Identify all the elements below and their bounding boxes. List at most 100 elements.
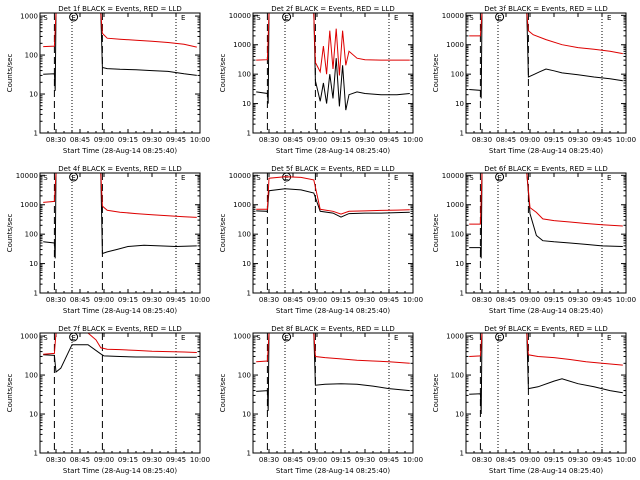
event-marker: E — [71, 174, 75, 182]
y-tick-label: 10 — [242, 260, 251, 268]
x-tick-label: 09:45 — [166, 456, 186, 464]
detector-panel: Det 5f BLACK = Events, RED = LLD Start Ti… — [219, 165, 423, 315]
event-marker: S — [43, 174, 48, 182]
y-tick-label: 10 — [242, 411, 251, 419]
y-tick-label: 1000 — [233, 41, 251, 49]
event-marker: E — [284, 174, 288, 182]
x-tick-label: 08:30 — [472, 136, 492, 144]
event-marker: S — [43, 14, 48, 22]
event-marker: E — [497, 334, 501, 342]
x-tick-label: 09:30 — [568, 296, 588, 304]
x-tick-label: 08:30 — [46, 456, 66, 464]
y-tick-label: 10 — [455, 411, 464, 419]
series-line-events — [43, 172, 197, 259]
event-marker: E — [71, 14, 75, 22]
panel-title: Det 8f BLACK = Events, RED = LLD — [271, 325, 394, 333]
x-tick-label: 10:00 — [190, 136, 210, 144]
panel-title: Det 6f BLACK = Events, RED = LLD — [484, 165, 607, 173]
y-axis-label: Counts/sec — [219, 214, 227, 253]
x-tick-label: 09:15 — [118, 456, 138, 464]
y-tick-label: 1 — [34, 130, 38, 138]
x-tick-label: 10:00 — [190, 296, 210, 304]
detector-panel: Det 4f BLACK = Events, RED = LLD Start Ti… — [6, 165, 210, 315]
panel-title: Det 4f BLACK = Events, RED = LLD — [58, 165, 181, 173]
x-tick-label: 09:30 — [142, 136, 162, 144]
x-tick-label: 08:45 — [283, 296, 303, 304]
y-tick-label: 1000 — [20, 201, 38, 209]
event-marker: S — [256, 334, 261, 342]
x-tick-label: 08:30 — [46, 296, 66, 304]
y-tick-label: 10 — [29, 91, 38, 99]
event-marker: E — [394, 14, 398, 22]
y-tick-label: 100 — [25, 52, 38, 60]
series-line-events — [43, 12, 197, 91]
y-tick-label: 1000 — [20, 13, 38, 21]
series-line-lld — [256, 12, 410, 76]
plot-frame — [252, 172, 414, 294]
series-line-events — [469, 172, 623, 259]
detector-panel: Det 9f BLACK = Events, RED = LLD Start Ti… — [432, 325, 636, 475]
x-tick-label: 09:00 — [307, 296, 327, 304]
series-line-events — [43, 344, 197, 373]
y-tick-label: 1 — [247, 290, 251, 298]
x-axis-label: Start Time (28-Aug-14 08:25:40) — [63, 307, 177, 315]
x-tick-label: 09:00 — [520, 456, 540, 464]
panel-title: Det 7f BLACK = Events, RED = LLD — [58, 325, 181, 333]
event-marker: E — [607, 14, 611, 22]
plot-frame — [252, 12, 414, 134]
x-tick-label: 09:30 — [568, 136, 588, 144]
x-tick-label: 09:30 — [568, 456, 588, 464]
event-marker: S — [256, 14, 261, 22]
y-axis-label: Counts/sec — [6, 54, 14, 93]
x-tick-label: 09:45 — [592, 456, 612, 464]
y-tick-label: 100 — [238, 372, 251, 380]
y-tick-label: 100 — [25, 372, 38, 380]
x-tick-label: 10:00 — [616, 456, 636, 464]
x-tick-label: 08:45 — [70, 296, 90, 304]
plot-frame — [465, 332, 627, 454]
plot-frame — [465, 12, 627, 134]
series-line-lld — [43, 172, 197, 218]
x-tick-label: 09:45 — [166, 296, 186, 304]
y-tick-label: 100 — [238, 71, 251, 79]
y-tick-label: 1 — [34, 450, 38, 458]
series-line-lld — [469, 12, 623, 55]
y-tick-label: 10 — [242, 100, 251, 108]
y-tick-label: 10 — [455, 100, 464, 108]
x-tick-label: 08:30 — [259, 136, 279, 144]
y-tick-label: 1 — [247, 450, 251, 458]
x-tick-label: 10:00 — [190, 456, 210, 464]
x-tick-label: 08:45 — [496, 456, 516, 464]
y-tick-label: 1 — [460, 130, 464, 138]
x-tick-label: 09:45 — [379, 136, 399, 144]
plot-frame — [465, 172, 627, 294]
y-tick-label: 1000 — [446, 41, 464, 49]
detector-panel: Det 7f BLACK = Events, RED = LLD Start Ti… — [6, 325, 210, 475]
plot-frame — [252, 332, 414, 454]
panel-title: Det 1f BLACK = Events, RED = LLD — [58, 5, 181, 13]
x-tick-label: 09:00 — [520, 296, 540, 304]
x-tick-label: 09:15 — [118, 296, 138, 304]
plot-frame — [39, 12, 201, 134]
y-tick-label: 1000 — [446, 333, 464, 341]
x-tick-label: 10:00 — [403, 456, 423, 464]
y-tick-label: 1 — [34, 290, 38, 298]
y-tick-label: 1 — [460, 450, 464, 458]
event-marker: S — [469, 174, 474, 182]
x-tick-label: 09:15 — [544, 136, 564, 144]
y-tick-label: 1000 — [446, 201, 464, 209]
x-tick-label: 08:30 — [259, 456, 279, 464]
y-tick-label: 1 — [247, 130, 251, 138]
y-tick-label: 10000 — [442, 172, 464, 180]
series-line-events — [256, 332, 410, 411]
x-tick-label: 09:30 — [355, 296, 375, 304]
x-tick-label: 08:30 — [472, 296, 492, 304]
y-tick-label: 10000 — [442, 12, 464, 20]
event-marker: E — [497, 14, 501, 22]
y-axis-label: Counts/sec — [219, 374, 227, 413]
y-tick-label: 100 — [25, 231, 38, 239]
x-tick-label: 09:00 — [520, 136, 540, 144]
x-axis-label: Start Time (28-Aug-14 08:25:40) — [63, 467, 177, 475]
x-tick-label: 08:45 — [70, 456, 90, 464]
x-tick-label: 08:45 — [496, 296, 516, 304]
